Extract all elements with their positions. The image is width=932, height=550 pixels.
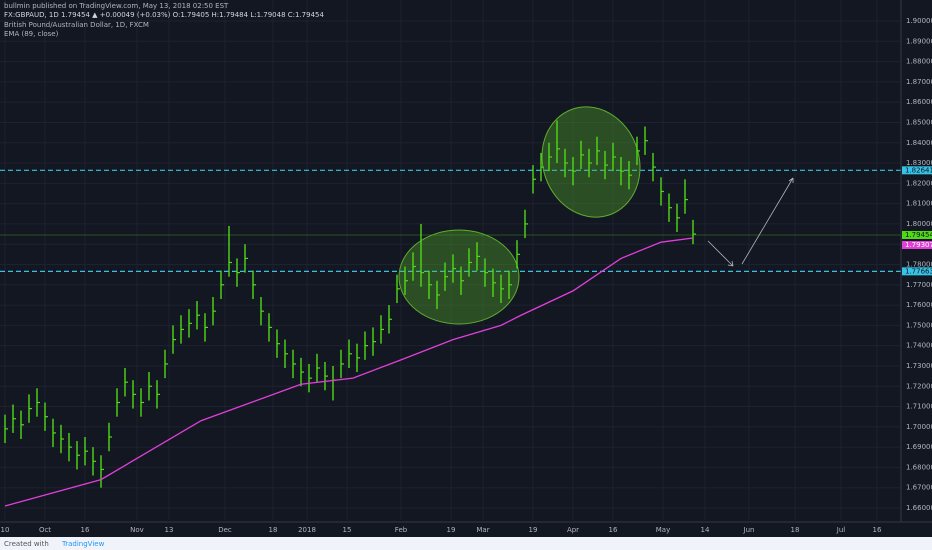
- level-label-bg: [902, 166, 932, 175]
- y-tick-label: 1.78000: [906, 261, 932, 269]
- footer: [0, 537, 932, 550]
- y-tick-label: 1.83000: [906, 159, 932, 167]
- y-tick-label: 1.86000: [906, 98, 932, 106]
- y-tick-label: 1.68000: [906, 463, 932, 471]
- y-tick-label: 1.66000: [906, 504, 932, 512]
- level-label: 1.77663: [905, 267, 932, 275]
- ema-line: [4, 237, 694, 507]
- x-tick-label: 13: [165, 526, 174, 534]
- highlight-ellipse: [398, 229, 520, 325]
- instrument: British Pound/Australian Dollar, 1D, FXC…: [4, 21, 149, 29]
- y-tick-label: 1.74000: [906, 342, 932, 350]
- x-tick-label: Mar: [476, 526, 489, 534]
- footer-brand[interactable]: TradingView: [61, 540, 105, 548]
- arrowhead: [788, 177, 794, 183]
- indicator-legend: EMA (89, close): [4, 30, 59, 38]
- y-tick-label: 1.90000: [906, 17, 932, 25]
- x-tick-label: Apr: [567, 526, 579, 534]
- last-price-label: 1.79454: [905, 231, 932, 239]
- grid: [0, 0, 901, 520]
- ema-price-bg: [902, 240, 932, 249]
- x-tick-label: Nov: [130, 526, 144, 534]
- marks: [4, 120, 696, 507]
- y-tick-label: 1.72000: [906, 382, 932, 390]
- arrow: [707, 240, 734, 267]
- x-tick-label: 10: [1, 526, 10, 534]
- x-tick-label: 16: [609, 526, 618, 534]
- y-tick-label: 1.71000: [906, 403, 932, 411]
- y-tick-label: 1.76000: [906, 301, 932, 309]
- x-tick-label: 15: [343, 526, 352, 534]
- y-tick-label: 1.87000: [906, 78, 932, 86]
- ema-price-label: 1.79307: [905, 241, 932, 249]
- y-tick-label: 1.85000: [906, 118, 932, 126]
- plot: [0, 169, 901, 272]
- x-tick-label: 19: [447, 526, 456, 534]
- y-tick-label: 1.89000: [906, 37, 932, 45]
- level-label-bg: [902, 267, 932, 276]
- footer-text: Created with: [4, 540, 49, 548]
- symbol-line: FX:GBPAUD, 1D 1.79454 ▲ +0.00049 (+0.03%…: [4, 11, 324, 19]
- x-tick-label: Dec: [218, 526, 232, 534]
- x-tick-label: 2018: [298, 526, 316, 534]
- y-tick-label: 1.80000: [906, 220, 932, 228]
- x-tick-label: Oct: [39, 526, 51, 534]
- level-label: 1.82641: [905, 166, 932, 174]
- y-tick-label: 1.67000: [906, 484, 932, 492]
- y-tick-label: 1.73000: [906, 362, 932, 370]
- y-tick-label: 1.81000: [906, 200, 932, 208]
- x-tick-label: Jul: [836, 526, 846, 534]
- last-price-bg: [902, 230, 932, 239]
- x-tick-label: Jun: [743, 526, 755, 534]
- highlight-ellipse: [541, 106, 641, 218]
- x-tick-label: Feb: [395, 526, 408, 534]
- arrowhead: [727, 260, 734, 267]
- x-tick-label: 14: [701, 526, 710, 534]
- x-tick-label: 16: [81, 526, 90, 534]
- y-tick-label: 1.69000: [906, 443, 932, 451]
- y-tick-label: 1.82000: [906, 179, 932, 187]
- x-tick-label: 19: [529, 526, 538, 534]
- y-tick-label: 1.88000: [906, 58, 932, 66]
- x-tick-label: 18: [269, 526, 278, 534]
- y-tick-label: 1.77000: [906, 281, 932, 289]
- x-tick-label: 16: [873, 526, 882, 534]
- x-tick-label: 18: [791, 526, 800, 534]
- x-tick-label: May: [656, 526, 670, 534]
- publisher: bullmin published on TradingView.com, Ma…: [4, 2, 229, 10]
- y-tick-label: 1.84000: [906, 139, 932, 147]
- arrow: [741, 177, 794, 265]
- y-tick-label: 1.75000: [906, 321, 932, 329]
- y-tick-label: 1.70000: [906, 423, 932, 431]
